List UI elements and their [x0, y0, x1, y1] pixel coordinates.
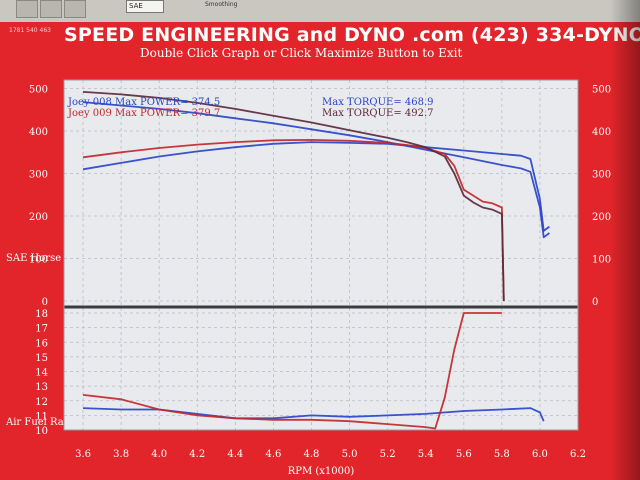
y-tick-left-500: 500: [29, 85, 48, 96]
x-tick-5.2: 5.2: [380, 449, 396, 460]
y-tick-afr-12: 12: [35, 397, 48, 408]
tick-labels: 0 0 100 100 200 200 300 300 400 400 500 500 10 11 12 13…: [29, 85, 611, 461]
x-tick-4: 4.0: [151, 449, 167, 460]
airfuel-series-1[interactable]: [82, 312, 502, 430]
plot-area[interactable]: [64, 80, 578, 430]
app-subtitle[interactable]: Double Click Graph or Click Maximize But…: [140, 46, 463, 60]
x-tick-3.6: 3.6: [75, 449, 91, 460]
x-tick-5.4: 5.4: [418, 449, 434, 460]
power-torque-series-2[interactable]: [82, 138, 505, 302]
y-tick-left-400: 400: [29, 127, 48, 138]
y-tick-afr-11: 11: [35, 411, 48, 422]
xlabel-rpm: RPM (x1000): [288, 466, 355, 477]
y-tick-afr-15: 15: [35, 353, 48, 364]
x-tick-4.2: 4.2: [189, 449, 205, 460]
screen-shadow: [610, 0, 640, 480]
y-tick-right-200: 200: [592, 212, 611, 223]
y-tick-afr-14: 14: [35, 368, 48, 379]
ylabel-power: SAE Horse: [6, 253, 61, 264]
toolbar-button-3[interactable]: [64, 0, 86, 18]
y-tick-right-400: 400: [592, 127, 611, 138]
app-title: SPEED ENGINEERING and DYNO .com (423) 33…: [64, 24, 640, 46]
window-toolbar: SAE Smoothing: [0, 0, 640, 22]
y-tick-afr-18: 18: [35, 309, 48, 320]
plot-border: [63, 79, 579, 431]
y-tick-left-300: 300: [29, 170, 48, 181]
y-tick-left-200: 200: [29, 212, 48, 223]
x-tick-4.6: 4.6: [265, 449, 281, 460]
annotation-power-008: Joey 008 Max POWER= 374.5: [67, 97, 220, 108]
correction-select[interactable]: SAE: [126, 0, 164, 13]
x-tick-4.8: 4.8: [304, 449, 320, 460]
toolbar-button-1[interactable]: [16, 0, 38, 18]
y-tick-right-300: 300: [592, 170, 611, 181]
toolbar-caption: Smoothing: [205, 1, 238, 8]
y-tick-afr-10: 10: [35, 426, 48, 437]
x-tick-5: 5.0: [342, 449, 358, 460]
y-tick-left-0: 0: [42, 297, 48, 308]
annotation-power-009: Joey 009 Max POWER= 379.7: [67, 108, 220, 119]
power-torque-series-3[interactable]: [82, 91, 505, 302]
y-tick-afr-17: 17: [35, 324, 48, 335]
x-tick-5.8: 5.8: [494, 449, 510, 460]
x-tick-3.8: 3.8: [113, 449, 129, 460]
x-tick-6: 6.0: [532, 449, 548, 460]
y-tick-left-100: 100: [29, 255, 48, 266]
y-tick-right-500: 500: [592, 85, 611, 96]
x-tick-5.6: 5.6: [456, 449, 472, 460]
y-tick-right-0: 0: [592, 297, 598, 308]
corner-id: 1781 540 463: [9, 27, 51, 34]
ylabel-airfuel: Air Fuel Ra: [5, 417, 64, 428]
y-tick-afr-13: 13: [35, 382, 48, 393]
annotation-torque-009: Max TORQUE= 492.7: [322, 108, 434, 119]
toolbar-button-2[interactable]: [40, 0, 62, 18]
annotation-torque-008: Max TORQUE= 468.9: [322, 97, 434, 108]
grid-lines: [64, 80, 579, 431]
x-tick-4.4: 4.4: [227, 449, 243, 460]
x-tick-6.2: 6.2: [570, 449, 586, 460]
series-group: [82, 91, 550, 430]
y-tick-right-100: 100: [592, 255, 611, 266]
y-tick-afr-16: 16: [35, 338, 48, 349]
